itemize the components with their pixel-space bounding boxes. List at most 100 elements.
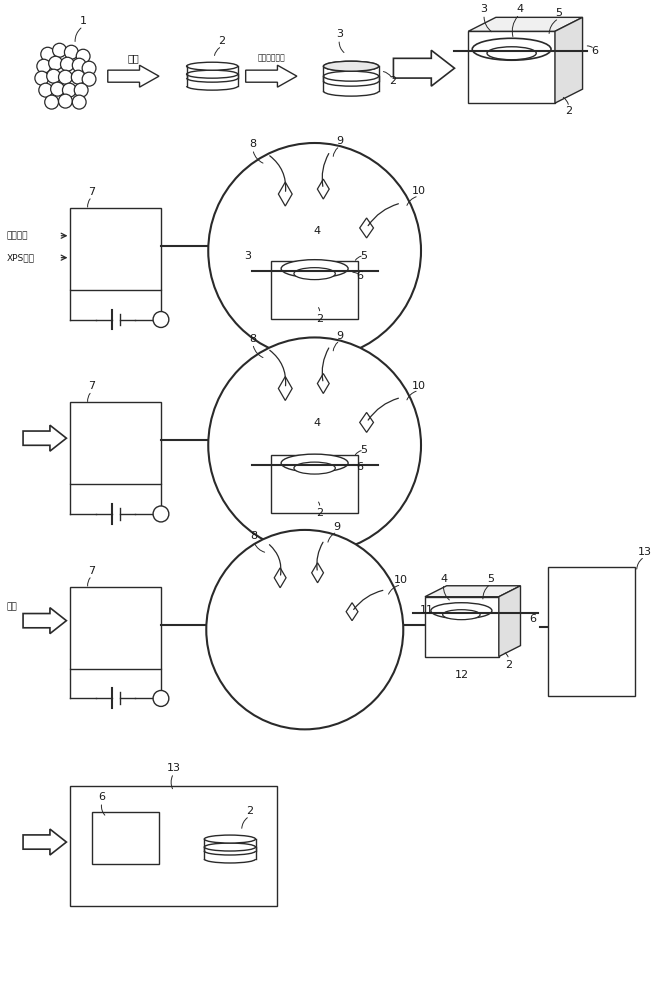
Text: 6: 6 (591, 46, 598, 56)
Polygon shape (311, 563, 323, 583)
Text: 5: 5 (487, 574, 494, 584)
Ellipse shape (323, 71, 379, 81)
Text: 8: 8 (250, 531, 257, 541)
Text: 真空加热: 真空加热 (7, 231, 28, 240)
Text: 6: 6 (529, 614, 536, 624)
Text: 9: 9 (336, 331, 343, 341)
Text: 2: 2 (565, 106, 572, 116)
Ellipse shape (204, 835, 255, 843)
Polygon shape (425, 586, 520, 597)
Polygon shape (278, 377, 292, 400)
Text: 10: 10 (412, 186, 426, 196)
Text: 7: 7 (88, 566, 95, 576)
Circle shape (35, 71, 49, 85)
Ellipse shape (187, 62, 238, 70)
Ellipse shape (294, 268, 335, 280)
Text: 4: 4 (313, 226, 320, 236)
Bar (71, 402, 161, 484)
Ellipse shape (294, 462, 335, 474)
Polygon shape (108, 65, 159, 87)
Circle shape (76, 49, 90, 63)
Text: 5: 5 (360, 445, 368, 455)
Text: 5: 5 (360, 251, 368, 261)
Ellipse shape (323, 61, 379, 71)
Text: 暴露于空气中: 暴露于空气中 (257, 54, 285, 63)
Circle shape (47, 69, 61, 83)
Polygon shape (360, 218, 374, 238)
Circle shape (59, 94, 72, 108)
Circle shape (208, 143, 421, 358)
Text: 6: 6 (357, 271, 364, 281)
Text: 13: 13 (637, 547, 652, 557)
Circle shape (59, 70, 72, 84)
Circle shape (72, 58, 86, 72)
Circle shape (40, 47, 55, 61)
Polygon shape (393, 50, 454, 86)
Circle shape (37, 59, 51, 73)
Circle shape (44, 95, 59, 109)
Text: 8: 8 (249, 139, 257, 149)
Circle shape (49, 56, 63, 70)
Polygon shape (23, 829, 67, 855)
Circle shape (63, 83, 76, 97)
Text: 11: 11 (420, 605, 434, 615)
Bar (271, 455, 358, 513)
Text: 2: 2 (219, 36, 225, 46)
Circle shape (51, 82, 65, 96)
Bar (425, 597, 499, 657)
Polygon shape (346, 603, 358, 621)
Text: XPS检测: XPS检测 (7, 253, 35, 262)
Text: 压片: 压片 (127, 53, 139, 63)
Polygon shape (278, 182, 292, 206)
Circle shape (153, 690, 169, 706)
Circle shape (61, 57, 74, 71)
Text: 2: 2 (505, 660, 512, 670)
Circle shape (206, 530, 404, 729)
Bar (71, 208, 161, 290)
Circle shape (208, 337, 421, 553)
Text: 1: 1 (80, 16, 87, 26)
Polygon shape (246, 65, 297, 87)
Text: 2: 2 (316, 508, 323, 518)
Circle shape (53, 43, 67, 57)
Circle shape (72, 95, 86, 109)
Text: 13: 13 (167, 763, 181, 773)
Text: 传输: 传输 (7, 602, 17, 611)
Circle shape (82, 72, 96, 86)
Text: 6: 6 (357, 462, 364, 472)
Text: 10: 10 (412, 381, 426, 391)
Circle shape (74, 83, 88, 97)
Polygon shape (468, 17, 582, 31)
Polygon shape (317, 374, 329, 393)
Polygon shape (274, 568, 286, 588)
Polygon shape (23, 425, 67, 451)
Text: 12: 12 (455, 670, 470, 680)
Text: 4: 4 (313, 418, 320, 428)
Bar (468, 31, 555, 103)
Ellipse shape (281, 454, 348, 472)
Text: 2: 2 (389, 76, 396, 86)
Bar (92, 812, 159, 864)
Circle shape (82, 61, 96, 75)
Ellipse shape (443, 610, 480, 620)
Bar (548, 567, 635, 696)
Polygon shape (317, 179, 329, 199)
Text: 7: 7 (88, 381, 95, 391)
Circle shape (153, 312, 169, 327)
Text: 3: 3 (244, 251, 251, 261)
Text: 6: 6 (99, 792, 105, 802)
Polygon shape (555, 17, 582, 103)
Text: 2: 2 (316, 314, 323, 324)
Text: 3: 3 (481, 4, 488, 14)
Circle shape (39, 83, 53, 97)
Text: 2: 2 (246, 806, 253, 816)
Text: 5: 5 (556, 8, 562, 18)
Polygon shape (360, 412, 374, 432)
Circle shape (153, 506, 169, 522)
Polygon shape (499, 586, 520, 657)
Text: 9: 9 (334, 522, 341, 532)
Text: 4: 4 (440, 574, 447, 584)
Circle shape (65, 45, 78, 59)
Bar (71, 587, 161, 669)
Ellipse shape (187, 70, 238, 78)
